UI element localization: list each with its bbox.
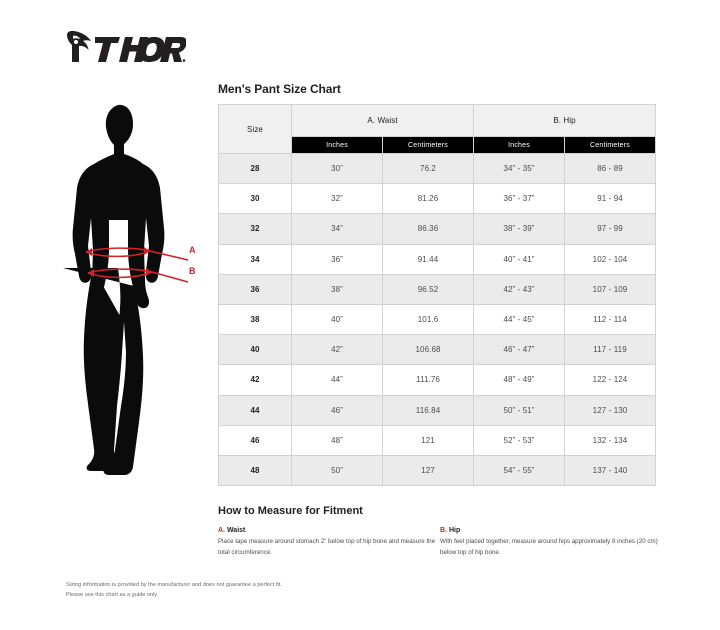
size-chart-table-wrapper: Size A. Waist B. Hip Inches Centimeters … — [218, 104, 657, 487]
howto-name-waist: Waist — [226, 527, 246, 534]
header-size: Size — [218, 104, 292, 154]
cell-waist-inches: 38” — [291, 273, 383, 305]
disclaimer-line-2: Please use this chart as a guide only. — [66, 592, 159, 599]
cell-waist-inches: 42” — [291, 334, 383, 366]
cell-size: 44 — [218, 394, 292, 426]
hip-measure-line — [87, 268, 189, 283]
table-row: 28 30” 76.2 34” - 35” 86 - 89 — [218, 152, 657, 185]
header-waist-centimeters: Centimeters — [381, 136, 475, 154]
header-waist-inches: Inches — [291, 136, 383, 154]
howto-letter-a: A. — [218, 527, 225, 534]
howto-body-waist: Place tape measure around stomach 2” bel… — [218, 538, 436, 556]
cell-waist-inches: 50” — [291, 454, 383, 487]
cell-hip-centimeters: 112 - 114 — [564, 303, 657, 336]
cell-waist-centimeters: 86.36 — [381, 213, 475, 245]
header-group-hip: B. Hip — [473, 104, 657, 137]
cell-hip-inches: 50” - 51” — [473, 394, 566, 426]
table-row: 42 44” 111.76 48” - 49” 122 - 124 — [218, 364, 657, 396]
cell-waist-centimeters: 127 — [381, 454, 475, 487]
cell-waist-centimeters: 96.52 — [381, 273, 475, 305]
cell-hip-inches: 54” - 55” — [473, 454, 566, 487]
cell-waist-inches: 48” — [291, 424, 383, 456]
disclaimer-line-1: Sizing information is provided by the ma… — [66, 582, 282, 588]
hip-marker-label: B — [189, 266, 196, 276]
cell-hip-centimeters: 117 - 119 — [564, 334, 657, 366]
cell-waist-inches: 46” — [291, 394, 383, 426]
cell-hip-centimeters: 107 - 109 — [564, 273, 657, 305]
howto-heading-waist: A. Waist — [218, 527, 436, 534]
table-row: 32 34” 86.36 38” - 39” 97 - 99 — [218, 213, 657, 245]
cell-waist-centimeters: 81.26 — [381, 183, 475, 215]
cell-hip-inches: 52” - 53” — [473, 424, 566, 456]
cell-hip-inches: 48” - 49” — [473, 364, 566, 396]
body-silhouette-figure — [55, 100, 210, 485]
cell-waist-inches: 34” — [291, 213, 383, 245]
size-chart-table: Size A. Waist B. Hip Inches Centimeters … — [218, 104, 657, 487]
cell-size: 38 — [218, 303, 292, 336]
table-row: 38 40” 101.6 44” - 45” 112 - 114 — [218, 303, 657, 336]
cell-hip-inches: 44” - 45” — [473, 303, 566, 336]
howto-section-waist: A. Waist Place tape measure around stoma… — [218, 527, 436, 559]
cell-waist-centimeters: 111.76 — [381, 364, 475, 396]
cell-waist-inches: 30” — [291, 152, 383, 185]
cell-hip-centimeters: 127 - 130 — [564, 394, 657, 426]
cell-hip-centimeters: 137 - 140 — [564, 454, 657, 487]
table-row: 40 42” 106.68 46” - 47” 117 - 119 — [218, 334, 657, 366]
cell-size: 46 — [218, 424, 292, 456]
thor-brand-logo — [66, 30, 186, 64]
table-row: 34 36” 91.44 40” - 41” 102 - 104 — [218, 243, 657, 275]
waist-marker-label: A — [189, 245, 196, 255]
cell-hip-centimeters: 86 - 89 — [564, 152, 657, 185]
howto-title: How to Measure for Fitment — [218, 505, 363, 517]
cell-hip-centimeters: 97 - 99 — [564, 213, 657, 245]
cell-waist-centimeters: 106.68 — [381, 334, 475, 366]
table-row: 36 38” 96.52 42” - 43” 107 - 109 — [218, 273, 657, 305]
cell-size: 30 — [218, 183, 292, 215]
cell-waist-inches: 32” — [291, 183, 383, 215]
cell-size: 32 — [218, 213, 292, 245]
cell-hip-inches: 36” - 37” — [473, 183, 566, 215]
howto-heading-hip: B. Hip — [440, 527, 658, 534]
howto-name-hip: Hip — [448, 527, 461, 534]
cell-hip-centimeters: 91 - 94 — [564, 183, 657, 215]
table-row: 48 50” 127 54” - 55” 137 - 140 — [218, 454, 657, 487]
cell-waist-centimeters: 91.44 — [381, 243, 475, 275]
cell-hip-inches: 40” - 41” — [473, 243, 566, 275]
cell-waist-centimeters: 101.6 — [381, 303, 475, 336]
howto-letter-b: B. — [440, 527, 447, 534]
cell-hip-inches: 38” - 39” — [473, 213, 566, 245]
cell-size: 36 — [218, 273, 292, 305]
howto-body-hip: With feet placed together, measure aroun… — [440, 538, 658, 556]
cell-hip-centimeters: 132 - 134 — [564, 424, 657, 456]
cell-hip-inches: 42” - 43” — [473, 273, 566, 305]
cell-hip-centimeters: 122 - 124 — [564, 364, 657, 396]
cell-waist-inches: 40” — [291, 303, 383, 336]
howto-section-hip: B. Hip With feet placed together, measur… — [440, 527, 658, 559]
cell-hip-inches: 34” - 35” — [473, 152, 566, 185]
cell-waist-inches: 36” — [291, 243, 383, 275]
waist-measure-line — [85, 247, 189, 261]
cell-hip-centimeters: 102 - 104 — [564, 243, 657, 275]
table-row: 30 32” 81.26 36” - 37” 91 - 94 — [218, 183, 657, 215]
table-row: 46 48” 121 52” - 53” 132 - 134 — [218, 424, 657, 456]
header-hip-centimeters: Centimeters — [564, 136, 657, 154]
cell-waist-centimeters: 121 — [381, 424, 475, 456]
cell-waist-centimeters: 76.2 — [381, 152, 475, 185]
cell-waist-inches: 44” — [291, 364, 383, 396]
disclaimer-note: Sizing information is provided by the ma… — [66, 580, 396, 601]
page-title: Men's Pant Size Chart — [218, 82, 341, 96]
cell-hip-inches: 46” - 47” — [473, 334, 566, 366]
cell-waist-centimeters: 116.84 — [381, 394, 475, 426]
cell-size: 34 — [218, 243, 292, 275]
cell-size: 48 — [218, 454, 292, 487]
cell-size: 42 — [218, 364, 292, 396]
cell-size: 28 — [218, 152, 292, 185]
header-hip-inches: Inches — [473, 136, 566, 154]
header-group-waist: A. Waist — [290, 104, 475, 137]
table-row: 44 46” 116.84 50” - 51” 127 - 130 — [218, 394, 657, 426]
table-header-group-row: Size A. Waist B. Hip — [218, 104, 657, 154]
cell-size: 40 — [218, 334, 292, 366]
